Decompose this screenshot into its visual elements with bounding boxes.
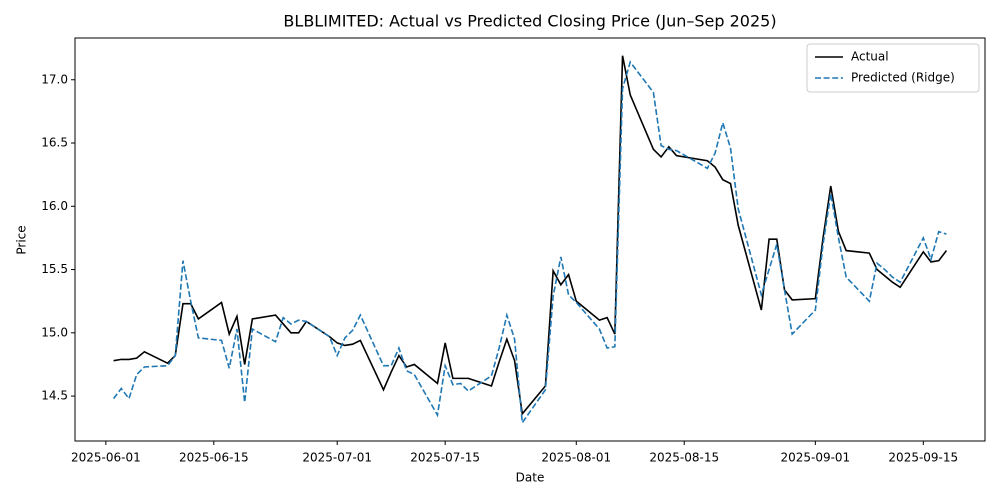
legend-label: Predicted (Ridge) bbox=[851, 71, 955, 85]
y-tick-label: 15.5 bbox=[41, 262, 68, 276]
x-tick-label: 2025-07-01 bbox=[302, 451, 372, 465]
y-axis-label: Price bbox=[15, 225, 29, 254]
x-tick-label: 2025-08-01 bbox=[541, 451, 611, 465]
legend-label: Actual bbox=[851, 50, 889, 64]
y-tick-label: 17.0 bbox=[41, 72, 68, 86]
x-tick-label: 2025-07-15 bbox=[410, 451, 480, 465]
x-tick-label: 2025-08-15 bbox=[649, 451, 719, 465]
x-tick-label: 2025-09-01 bbox=[780, 451, 850, 465]
x-axis-label: Date bbox=[516, 471, 545, 485]
plot-area bbox=[74, 37, 986, 442]
x-tick-label: 2025-09-15 bbox=[888, 451, 958, 465]
y-tick-label: 14.5 bbox=[41, 389, 68, 403]
chart-title: BLBLIMITED: Actual vs Predicted Closing … bbox=[283, 12, 776, 31]
legend-box bbox=[806, 43, 980, 93]
y-tick-label: 16.0 bbox=[41, 199, 68, 213]
y-tick-label: 16.5 bbox=[41, 136, 68, 150]
series-line bbox=[112, 60, 947, 425]
y-tick-label: 15.0 bbox=[41, 325, 68, 339]
x-tick-label: 2025-06-15 bbox=[179, 451, 249, 465]
x-tick-label: 2025-06-01 bbox=[71, 451, 141, 465]
series-line bbox=[113, 55, 948, 416]
